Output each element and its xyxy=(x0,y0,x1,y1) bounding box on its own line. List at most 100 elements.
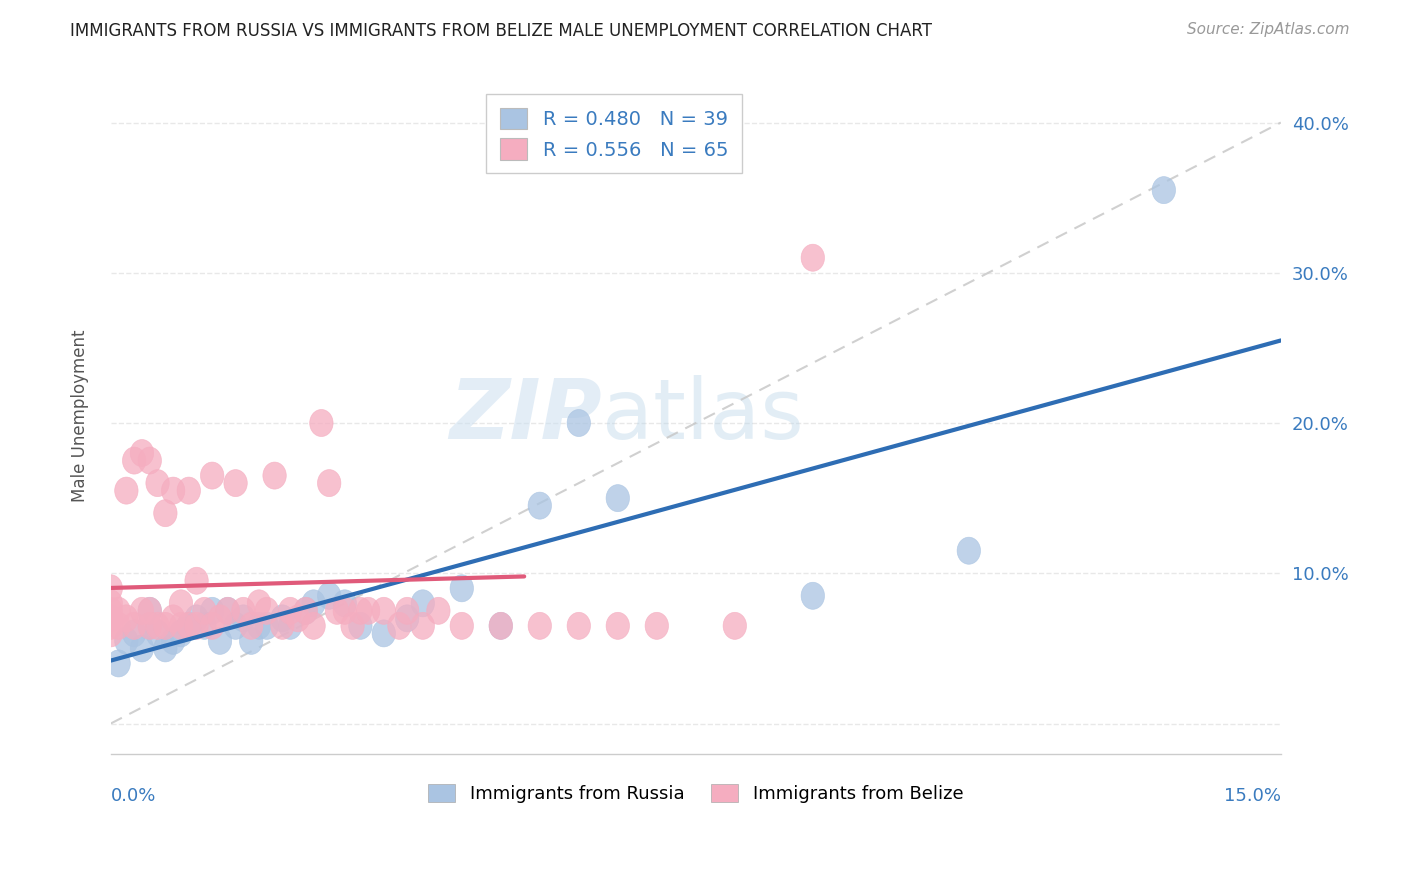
Ellipse shape xyxy=(349,598,373,624)
Ellipse shape xyxy=(529,492,551,519)
Ellipse shape xyxy=(801,244,824,271)
Ellipse shape xyxy=(169,590,193,617)
Ellipse shape xyxy=(146,469,169,497)
Ellipse shape xyxy=(254,612,278,640)
Ellipse shape xyxy=(107,598,131,624)
Ellipse shape xyxy=(232,598,254,624)
Ellipse shape xyxy=(723,612,747,640)
Ellipse shape xyxy=(146,620,169,647)
Ellipse shape xyxy=(177,612,201,640)
Ellipse shape xyxy=(489,612,513,640)
Ellipse shape xyxy=(349,612,373,640)
Ellipse shape xyxy=(388,612,411,640)
Ellipse shape xyxy=(131,598,153,624)
Ellipse shape xyxy=(278,598,302,624)
Ellipse shape xyxy=(122,447,146,474)
Ellipse shape xyxy=(302,590,325,617)
Ellipse shape xyxy=(801,582,824,609)
Ellipse shape xyxy=(247,590,271,617)
Ellipse shape xyxy=(567,612,591,640)
Ellipse shape xyxy=(153,635,177,662)
Ellipse shape xyxy=(271,612,294,640)
Ellipse shape xyxy=(201,598,224,624)
Ellipse shape xyxy=(411,590,434,617)
Ellipse shape xyxy=(217,598,239,624)
Ellipse shape xyxy=(138,612,162,640)
Ellipse shape xyxy=(146,612,169,640)
Ellipse shape xyxy=(309,409,333,436)
Ellipse shape xyxy=(138,598,162,624)
Text: atlas: atlas xyxy=(602,375,804,456)
Ellipse shape xyxy=(606,612,630,640)
Ellipse shape xyxy=(645,612,668,640)
Ellipse shape xyxy=(201,612,224,640)
Text: 15.0%: 15.0% xyxy=(1223,787,1281,805)
Ellipse shape xyxy=(567,409,591,436)
Ellipse shape xyxy=(162,627,184,655)
Ellipse shape xyxy=(184,567,208,594)
Legend: R = 0.480   N = 39, R = 0.556   N = 65: R = 0.480 N = 39, R = 0.556 N = 65 xyxy=(486,94,741,173)
Ellipse shape xyxy=(131,635,153,662)
Ellipse shape xyxy=(395,598,419,624)
Ellipse shape xyxy=(98,605,122,632)
Ellipse shape xyxy=(162,605,184,632)
Ellipse shape xyxy=(208,627,232,655)
Ellipse shape xyxy=(107,612,131,640)
Ellipse shape xyxy=(98,620,122,647)
Ellipse shape xyxy=(357,598,380,624)
Ellipse shape xyxy=(201,462,224,489)
Ellipse shape xyxy=(98,590,122,617)
Ellipse shape xyxy=(138,598,162,624)
Ellipse shape xyxy=(411,612,434,640)
Ellipse shape xyxy=(239,612,263,640)
Ellipse shape xyxy=(98,574,122,602)
Ellipse shape xyxy=(224,469,247,497)
Text: Source: ZipAtlas.com: Source: ZipAtlas.com xyxy=(1187,22,1350,37)
Ellipse shape xyxy=(177,477,201,504)
Ellipse shape xyxy=(325,598,349,624)
Ellipse shape xyxy=(606,484,630,512)
Ellipse shape xyxy=(294,598,318,624)
Ellipse shape xyxy=(373,620,395,647)
Ellipse shape xyxy=(153,500,177,526)
Ellipse shape xyxy=(138,612,162,640)
Ellipse shape xyxy=(450,612,474,640)
Ellipse shape xyxy=(373,598,395,624)
Ellipse shape xyxy=(131,440,153,467)
Ellipse shape xyxy=(340,612,364,640)
Ellipse shape xyxy=(208,605,232,632)
Ellipse shape xyxy=(239,627,263,655)
Ellipse shape xyxy=(247,612,271,640)
Ellipse shape xyxy=(193,612,217,640)
Y-axis label: Male Unemployment: Male Unemployment xyxy=(72,329,89,502)
Text: ZIP: ZIP xyxy=(450,375,602,456)
Ellipse shape xyxy=(98,612,122,640)
Ellipse shape xyxy=(271,605,294,632)
Ellipse shape xyxy=(122,612,146,640)
Ellipse shape xyxy=(450,574,474,602)
Text: 0.0%: 0.0% xyxy=(111,787,156,805)
Ellipse shape xyxy=(122,620,146,647)
Ellipse shape xyxy=(107,650,131,677)
Ellipse shape xyxy=(115,627,138,655)
Ellipse shape xyxy=(333,598,357,624)
Ellipse shape xyxy=(169,620,193,647)
Ellipse shape xyxy=(294,598,318,624)
Ellipse shape xyxy=(957,537,980,565)
Ellipse shape xyxy=(224,612,247,640)
Ellipse shape xyxy=(263,462,287,489)
Ellipse shape xyxy=(98,598,122,624)
Ellipse shape xyxy=(254,598,278,624)
Ellipse shape xyxy=(169,612,193,640)
Ellipse shape xyxy=(115,477,138,504)
Ellipse shape xyxy=(177,612,201,640)
Ellipse shape xyxy=(184,612,208,640)
Ellipse shape xyxy=(489,612,513,640)
Ellipse shape xyxy=(287,605,309,632)
Ellipse shape xyxy=(138,447,162,474)
Ellipse shape xyxy=(529,612,551,640)
Ellipse shape xyxy=(318,582,340,609)
Ellipse shape xyxy=(318,469,340,497)
Ellipse shape xyxy=(1152,177,1175,203)
Ellipse shape xyxy=(153,612,177,640)
